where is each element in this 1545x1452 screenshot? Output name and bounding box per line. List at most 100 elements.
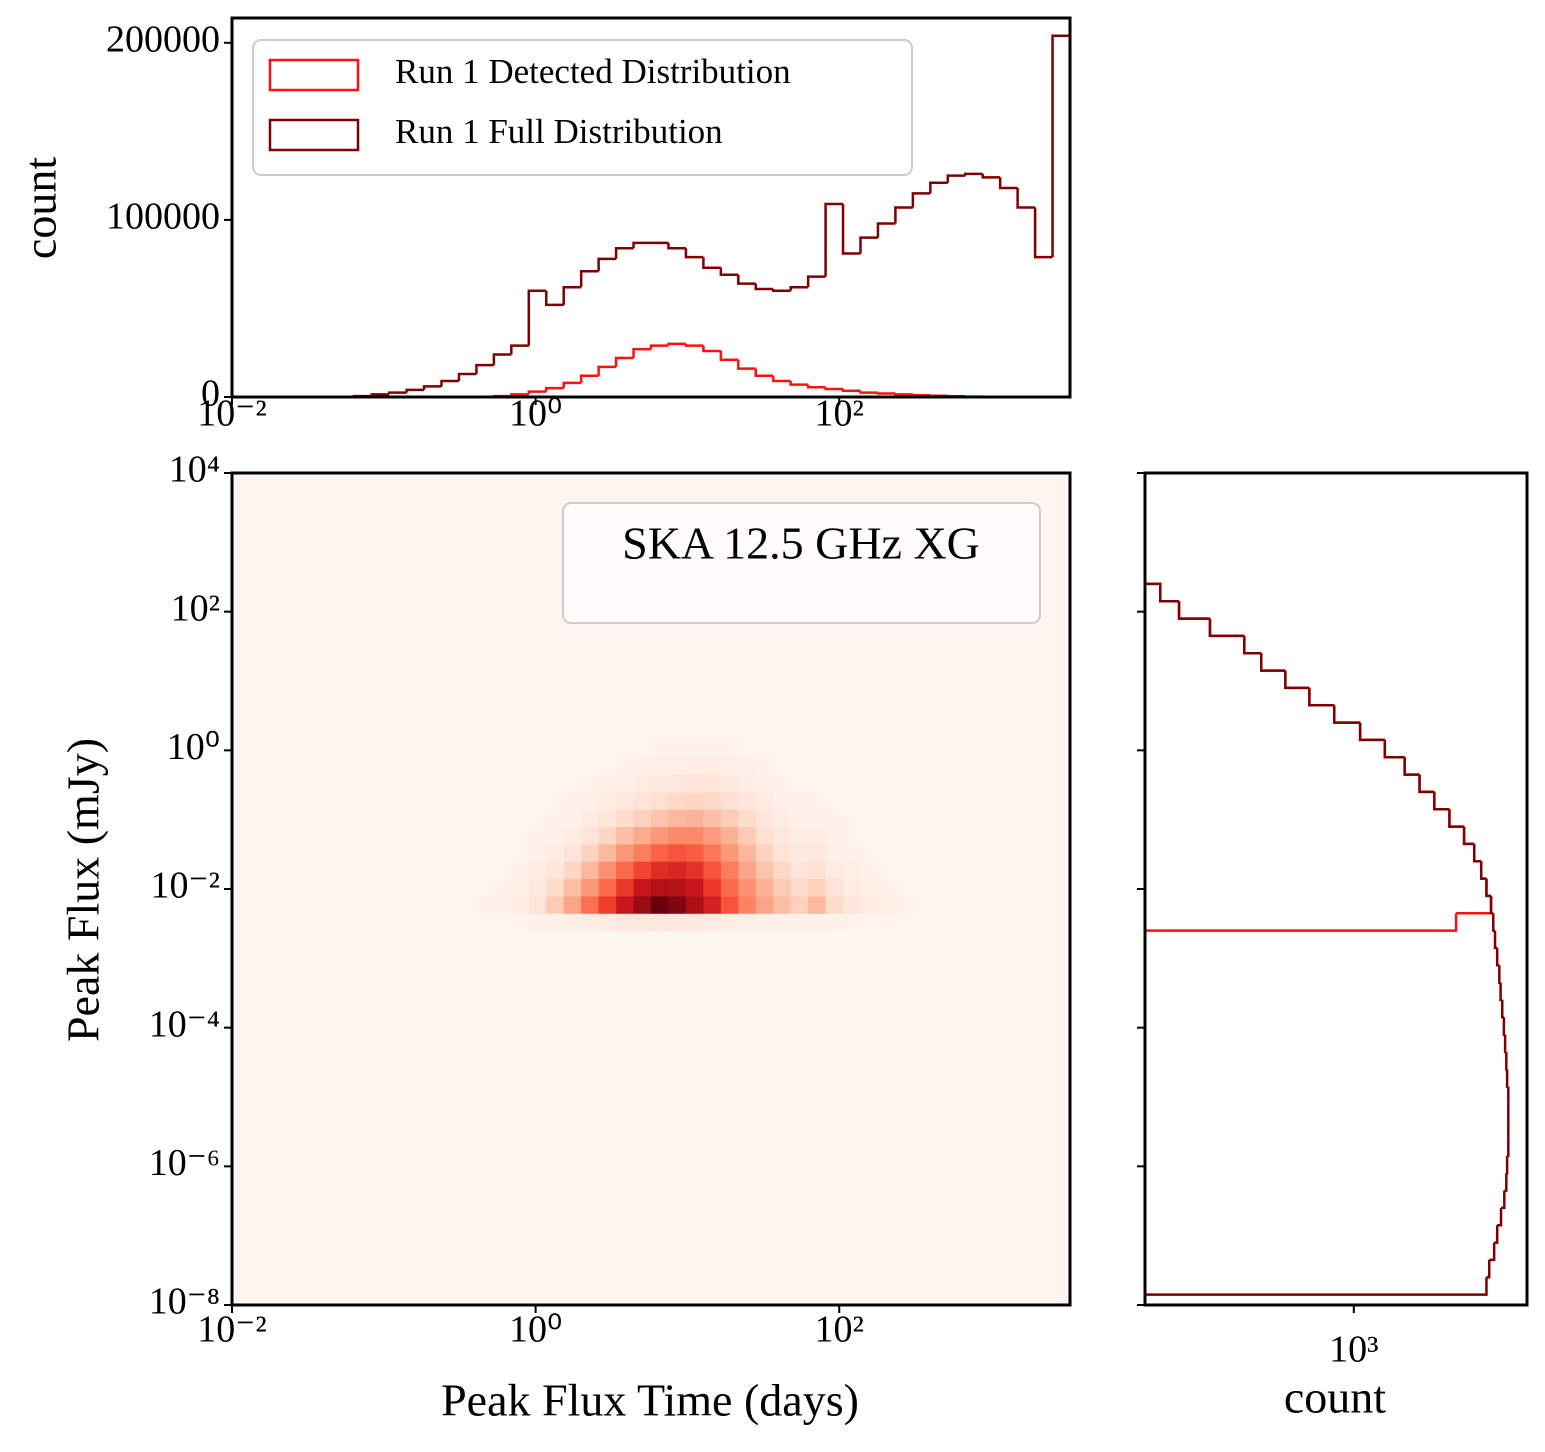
hist-step: [1498, 965, 1501, 984]
heatmap-cell: [685, 913, 704, 932]
hist-step: [1502, 1017, 1506, 1036]
heatmap-cell: [563, 809, 582, 828]
hist-step: [1504, 1173, 1508, 1192]
heatmap-cell: [633, 895, 652, 914]
heatmap-cell: [720, 739, 739, 758]
hist-step: [1051, 34, 1072, 397]
y-tick-label: 10⁻²: [151, 865, 220, 907]
heatmap-cell: [685, 722, 704, 741]
heatmap-cell: [720, 895, 739, 914]
heatmap-cell: [598, 722, 617, 741]
hist-step: [1332, 705, 1361, 724]
heatmap-cell: [563, 739, 582, 758]
legend-swatch: [268, 58, 360, 92]
heatmap-cell: [476, 774, 495, 793]
heatmap-cell: [860, 843, 879, 862]
heatmap-cell: [895, 843, 914, 862]
legend-label: Run 1 Detected Distribution: [395, 52, 791, 91]
heatmap-cell: [493, 878, 512, 897]
heatmap-cell: [703, 809, 722, 828]
heatmap-cell: [441, 809, 460, 828]
x-tick-label: 10²: [815, 1309, 864, 1351]
hist-step: [1418, 774, 1435, 794]
heatmap-cell: [877, 809, 896, 828]
hist-step: [1260, 653, 1286, 672]
hist-step: [1497, 1207, 1503, 1227]
heatmap-cell: [738, 861, 757, 880]
heatmap-cell: [563, 791, 582, 810]
heatmap-cell: [790, 739, 809, 758]
heatmap-cell: [912, 826, 931, 845]
heatmap-cell: [598, 826, 617, 845]
heatmap-cell: [528, 826, 547, 845]
heatmap-cell: [616, 739, 635, 758]
heatmap-cell: [703, 913, 722, 932]
hist-step: [649, 344, 669, 350]
x-tick-label: 10⁻²: [197, 393, 266, 435]
heatmap-cell: [650, 913, 669, 932]
heatmap-cell: [493, 757, 512, 776]
hist-step: [719, 267, 739, 277]
heatmap-cell: [546, 878, 565, 897]
hist-step: [1016, 188, 1036, 209]
heatmap-cell: [668, 878, 687, 897]
heatmap-cell: [563, 861, 582, 880]
heatmap-cell: [493, 791, 512, 810]
hist-step: [1501, 999, 1504, 1019]
heatmap-cell: [930, 757, 949, 776]
heatmap-cell: [930, 843, 949, 862]
hist-step: [1383, 739, 1405, 759]
heatmap-cell: [511, 861, 530, 880]
heatmap-cell: [458, 861, 477, 880]
heatmap-cell: [825, 739, 844, 758]
heatmap-cell: [563, 757, 582, 776]
x-axis-label: count: [1284, 1372, 1386, 1423]
heatmap-cell: [877, 791, 896, 810]
hist-step: [1495, 947, 1500, 967]
heatmap-cell: [633, 722, 652, 741]
heatmap-cell: [650, 722, 669, 741]
heatmap-cell: [720, 774, 739, 793]
hist-step: [545, 386, 564, 392]
heatmap-cell: [825, 861, 844, 880]
hist-step: [475, 363, 494, 374]
heatmap-cell: [581, 826, 600, 845]
hist-step: [1448, 809, 1465, 828]
heatmap-cell: [808, 809, 827, 828]
heatmap-cell: [511, 878, 530, 897]
heatmap-cell: [703, 774, 722, 793]
heatmap-cell: [528, 757, 547, 776]
heatmap-cell: [511, 722, 530, 741]
y-tick-label: 0: [201, 373, 220, 415]
hist-step: [492, 353, 512, 366]
heatmap-cell: [581, 739, 600, 758]
annotation: SKA 12.5 GHz XG: [622, 518, 980, 569]
heatmap-cell: [650, 826, 669, 845]
hist-step: [440, 379, 459, 387]
heatmap-cell: [616, 913, 635, 932]
hist-step: [859, 390, 878, 394]
heatmap-cell: [930, 826, 949, 845]
hist-step: [1358, 722, 1385, 742]
legend-box: [252, 39, 913, 176]
heatmap-cell: [738, 895, 757, 914]
heatmap-cell: [493, 809, 512, 828]
heatmap-cell: [843, 791, 861, 810]
heatmap-cell: [493, 913, 512, 932]
hist-step: [1433, 791, 1450, 811]
heatmap-cell: [616, 757, 635, 776]
hist-step: [1284, 670, 1310, 690]
heatmap-cell: [860, 878, 879, 897]
heatmap-cell: [895, 895, 914, 914]
heatmap-cell: [546, 913, 565, 932]
heatmap-cell: [563, 826, 582, 845]
legend-swatch: [268, 118, 360, 152]
heatmap-cell: [738, 791, 757, 810]
heatmap-cell: [528, 861, 547, 880]
hist-step: [824, 202, 844, 277]
heatmap-cell: [860, 809, 879, 828]
heatmap-cell: [930, 913, 949, 932]
heatmap-cell: [458, 722, 477, 741]
heatmap-cell: [912, 913, 931, 932]
hist-step: [684, 248, 704, 259]
